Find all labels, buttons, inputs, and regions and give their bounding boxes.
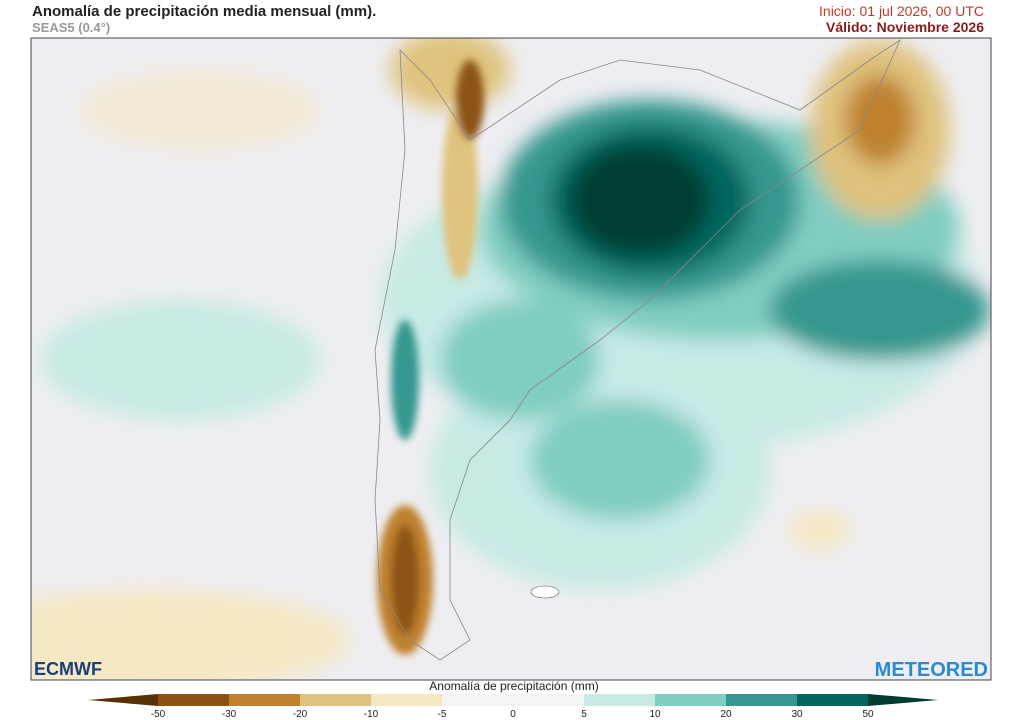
colorbar-tick-label: -10 <box>364 709 379 720</box>
colorbar-tick-label: 10 <box>649 709 661 720</box>
colorbar-segment <box>655 694 726 706</box>
colorbar-segment <box>513 694 584 706</box>
colorbar-tick-label: -5 <box>438 709 447 720</box>
colorbar-tick-label: -30 <box>222 709 237 720</box>
subtitle: SEAS5 (0.4°) <box>32 20 111 35</box>
colorbar-tick-label: -50 <box>151 709 166 720</box>
colorbar-tick-label: -20 <box>293 709 308 720</box>
colorbar-segment <box>229 694 300 706</box>
colorbar-segment <box>584 694 655 706</box>
colorbar-segment <box>371 694 442 706</box>
colorbar-label: Anomalía de precipitación (mm) <box>429 679 598 693</box>
map-field <box>31 38 991 680</box>
valid-date: Válido: Noviembre 2026 <box>826 19 984 35</box>
colorbar-tick-label: 5 <box>581 709 587 720</box>
colorbar-tick-label: 50 <box>862 709 874 720</box>
colorbar-extend <box>88 694 158 706</box>
colorbar-segment <box>797 694 868 706</box>
init-date: Inicio: 01 jul 2026, 00 UTC <box>819 3 984 19</box>
colorbar-tick-label: 0 <box>510 709 516 720</box>
colorbar-segment <box>300 694 371 706</box>
colorbar-segment <box>726 694 797 706</box>
colorbar-extend <box>868 694 938 706</box>
colorbar-tick-label: 30 <box>791 709 803 720</box>
title: Anomalía de precipitación media mensual … <box>32 3 377 20</box>
colorbar-segment <box>442 694 513 706</box>
colorbar: -50 -30 -20 -10 -5 0 5 10 20 30 50 <box>88 694 938 720</box>
colorbar-segment <box>158 694 229 706</box>
colorbar-tick-label: 20 <box>720 709 732 720</box>
meteored-logo: METEORED <box>875 659 988 681</box>
ecmwf-logo: ECMWF <box>34 659 102 679</box>
